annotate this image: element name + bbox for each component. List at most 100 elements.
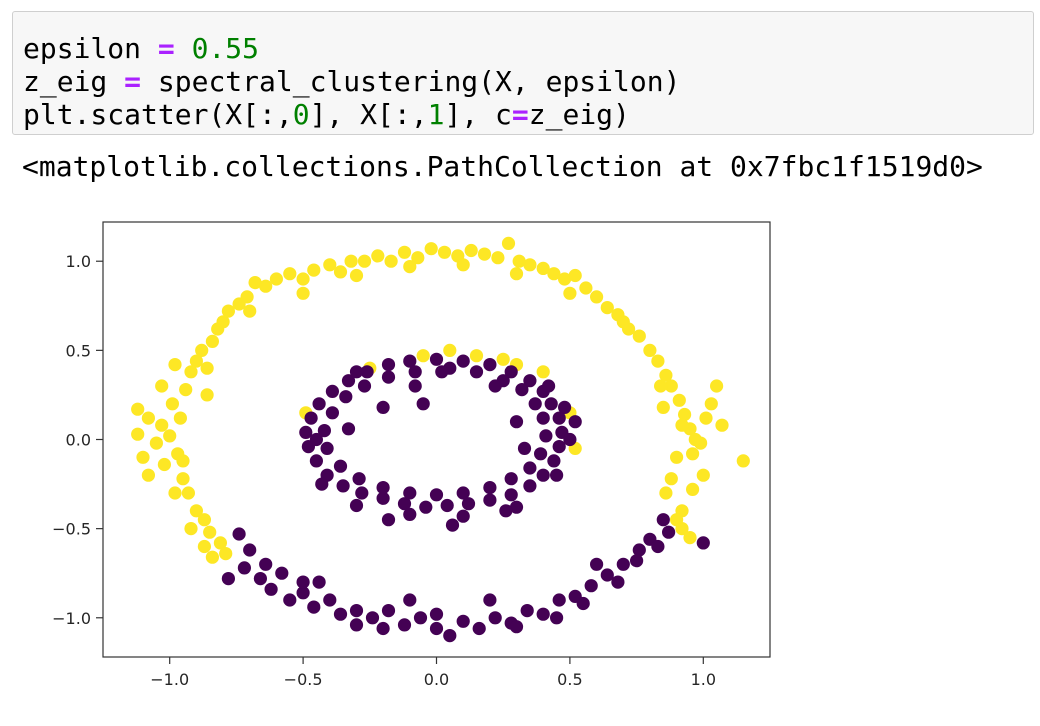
data-point-cluster-0: [651, 539, 665, 554]
code-token-plain: z_eig: [23, 65, 125, 98]
data-point-cluster-1: [696, 468, 710, 482]
data-point-cluster-0: [339, 390, 353, 404]
data-point-cluster-0: [333, 607, 348, 621]
data-point-cluster-1: [672, 393, 686, 407]
data-point-cluster-1: [509, 267, 524, 281]
data-point-cluster-1: [213, 536, 227, 550]
data-point-cluster-1: [200, 361, 214, 375]
data-point-cluster-0: [552, 593, 566, 607]
data-point-cluster-0: [469, 365, 484, 379]
x-tick-label: −1.0: [150, 670, 189, 689]
data-point-cluster-1: [283, 267, 297, 281]
data-point-cluster-1: [205, 550, 219, 564]
data-point-cluster-1: [477, 247, 492, 261]
data-point-cluster-1: [416, 349, 430, 363]
data-point-cluster-1: [131, 402, 145, 416]
data-point-cluster-0: [558, 400, 572, 414]
data-point-cluster-0: [456, 614, 470, 628]
data-point-cluster-0: [325, 406, 339, 420]
data-point-cluster-1: [664, 472, 678, 486]
data-point-cluster-0: [632, 543, 646, 557]
code-line: z_eig = spectral_clustering(X, epsilon): [23, 65, 680, 98]
data-point-cluster-1: [654, 379, 668, 393]
data-point-cluster-1: [736, 454, 750, 468]
data-point-cluster-1: [678, 407, 692, 422]
data-point-cluster-0: [544, 397, 558, 411]
data-point-cluster-0: [552, 440, 566, 454]
data-point-cluster-0: [312, 575, 326, 589]
data-point-cluster-1: [176, 454, 190, 468]
x-tick-label: 0.5: [557, 670, 582, 689]
data-point-cluster-1: [424, 242, 438, 256]
data-point-cluster-0: [323, 593, 337, 607]
code-token-num: 0: [292, 98, 310, 131]
data-point-cluster-1: [243, 304, 257, 318]
data-point-cluster-0: [299, 425, 313, 439]
x-tick-label: 1.0: [691, 670, 716, 689]
code-token-plain: spectral_clustering(X, epsilon): [141, 65, 681, 98]
data-point-cluster-0: [509, 415, 524, 429]
data-point-cluster-1: [686, 482, 700, 496]
data-point-cluster-1: [664, 379, 678, 393]
data-point-cluster-1: [269, 272, 283, 286]
data-point-cluster-0: [600, 568, 614, 582]
data-point-cluster-1: [694, 436, 708, 450]
data-point-cluster-0: [443, 629, 457, 643]
data-point-cluster-1: [323, 258, 337, 272]
data-point-cluster-0: [283, 593, 297, 607]
data-point-cluster-0: [360, 365, 374, 379]
data-point-cluster-0: [536, 468, 550, 482]
data-point-cluster-0: [483, 593, 497, 607]
data-point-cluster-0: [483, 358, 497, 372]
data-point-cluster-1: [221, 304, 235, 318]
data-point-cluster-1: [558, 272, 572, 286]
data-point-cluster-0: [304, 411, 318, 425]
data-point-cluster-0: [429, 352, 444, 366]
data-point-cluster-1: [501, 236, 516, 250]
y-tick-label: 0.5: [66, 341, 91, 360]
data-point-cluster-0: [333, 459, 348, 473]
code-editor[interactable]: epsilon = 0.55 z_eig = spectral_clusterin…: [23, 32, 680, 131]
data-point-cluster-0: [232, 527, 246, 541]
code-cell[interactable]: epsilon = 0.55 z_eig = spectral_clusterin…: [12, 11, 1034, 135]
data-point-cluster-0: [576, 596, 590, 611]
data-point-cluster-0: [352, 472, 366, 486]
data-point-cluster-0: [336, 479, 350, 493]
x-tick-label: −0.5: [284, 670, 323, 689]
data-point-cluster-0: [381, 513, 396, 527]
data-point-cluster-0: [523, 461, 537, 475]
data-point-cluster-0: [534, 447, 548, 461]
code-token-op: =: [511, 98, 529, 131]
data-point-cluster-1: [349, 268, 364, 283]
plot-area: [103, 222, 770, 657]
code-token-plain: plt.scatter(X[:,: [23, 98, 293, 131]
data-point-cluster-0: [520, 604, 534, 618]
data-point-cluster-1: [248, 276, 262, 290]
data-point-cluster-1: [163, 429, 177, 443]
data-point-cluster-1: [149, 436, 163, 450]
data-point-cluster-0: [483, 481, 497, 495]
data-point-cluster-0: [547, 454, 561, 468]
data-point-cluster-0: [341, 374, 356, 388]
data-point-cluster-1: [344, 254, 358, 268]
data-point-cluster-0: [349, 604, 364, 618]
y-tick-label: 1.0: [66, 252, 91, 271]
data-point-cluster-0: [320, 441, 334, 455]
data-point-cluster-1: [195, 343, 209, 357]
data-point-cluster-1: [136, 450, 150, 464]
code-token-plain: ], X[:,: [309, 98, 428, 131]
data-point-cluster-1: [443, 343, 457, 357]
data-point-cluster-1: [197, 513, 211, 527]
data-point-cluster-0: [397, 618, 412, 632]
data-point-cluster-0: [504, 365, 518, 379]
data-point-cluster-0: [456, 486, 470, 500]
data-point-cluster-0: [590, 557, 604, 571]
data-point-cluster-1: [179, 383, 193, 397]
data-point-cluster-0: [403, 486, 417, 500]
data-point-cluster-1: [491, 251, 505, 265]
points-layer: [131, 236, 750, 643]
data-point-cluster-0: [429, 488, 444, 502]
data-point-cluster-1: [456, 258, 470, 272]
data-point-cluster-0: [403, 507, 417, 521]
data-point-cluster-0: [504, 488, 518, 502]
